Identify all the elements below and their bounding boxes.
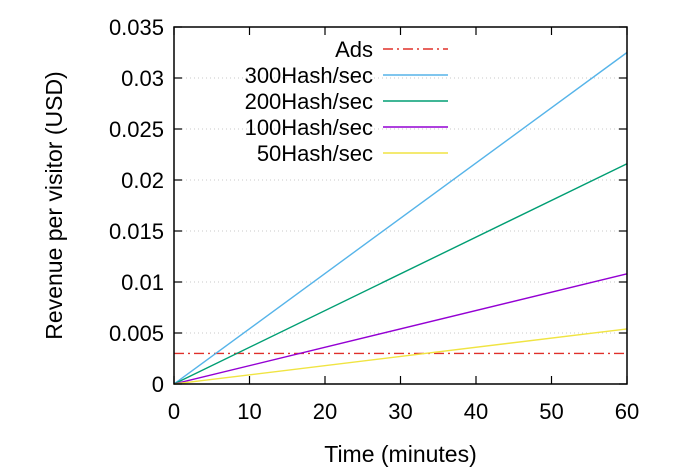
legend-label: Ads [335,37,373,62]
y-tick-label: 0.005 [109,321,164,346]
series-line [173,51,628,385]
x-tick-label: 60 [615,399,639,424]
series-line [173,163,628,385]
x-tick-label: 50 [539,399,563,424]
y-axis-title: Revenue per visitor (USD) [41,71,67,339]
y-tick-label: 0.015 [109,219,164,244]
y-tick-label: 0.01 [121,270,164,295]
legend-label: 100Hash/sec [245,115,373,140]
legend-label: 50Hash/sec [257,141,373,166]
y-tick-label: 0.035 [109,15,164,40]
axis-ticks: 0 0.005 0.01 0.015 0.02 0.025 0.03 0.035 0 10 20 30… [109,15,639,424]
series-line [173,273,628,385]
x-tick-label: 10 [237,399,261,424]
gridlines [174,77,627,334]
x-tick-label: 0 [168,399,180,424]
plot-frame [173,26,628,385]
legend-label: 200Hash/sec [245,89,373,114]
series-line [173,328,628,385]
y-tick-label: 0 [152,372,164,397]
x-tick-label: 30 [388,399,412,424]
y-tick-label: 0.03 [121,66,164,91]
y-tick-label: 0.02 [121,168,164,193]
x-tick-label: 40 [464,399,488,424]
plot-series [173,51,628,385]
x-tick-label: 20 [313,399,337,424]
legend: Ads300Hash/sec200Hash/sec100Hash/sec50Ha… [245,37,448,166]
y-tick-label: 0.025 [109,117,164,142]
legend-label: 300Hash/sec [245,63,373,88]
x-axis-title: Time (minutes) [324,441,477,467]
